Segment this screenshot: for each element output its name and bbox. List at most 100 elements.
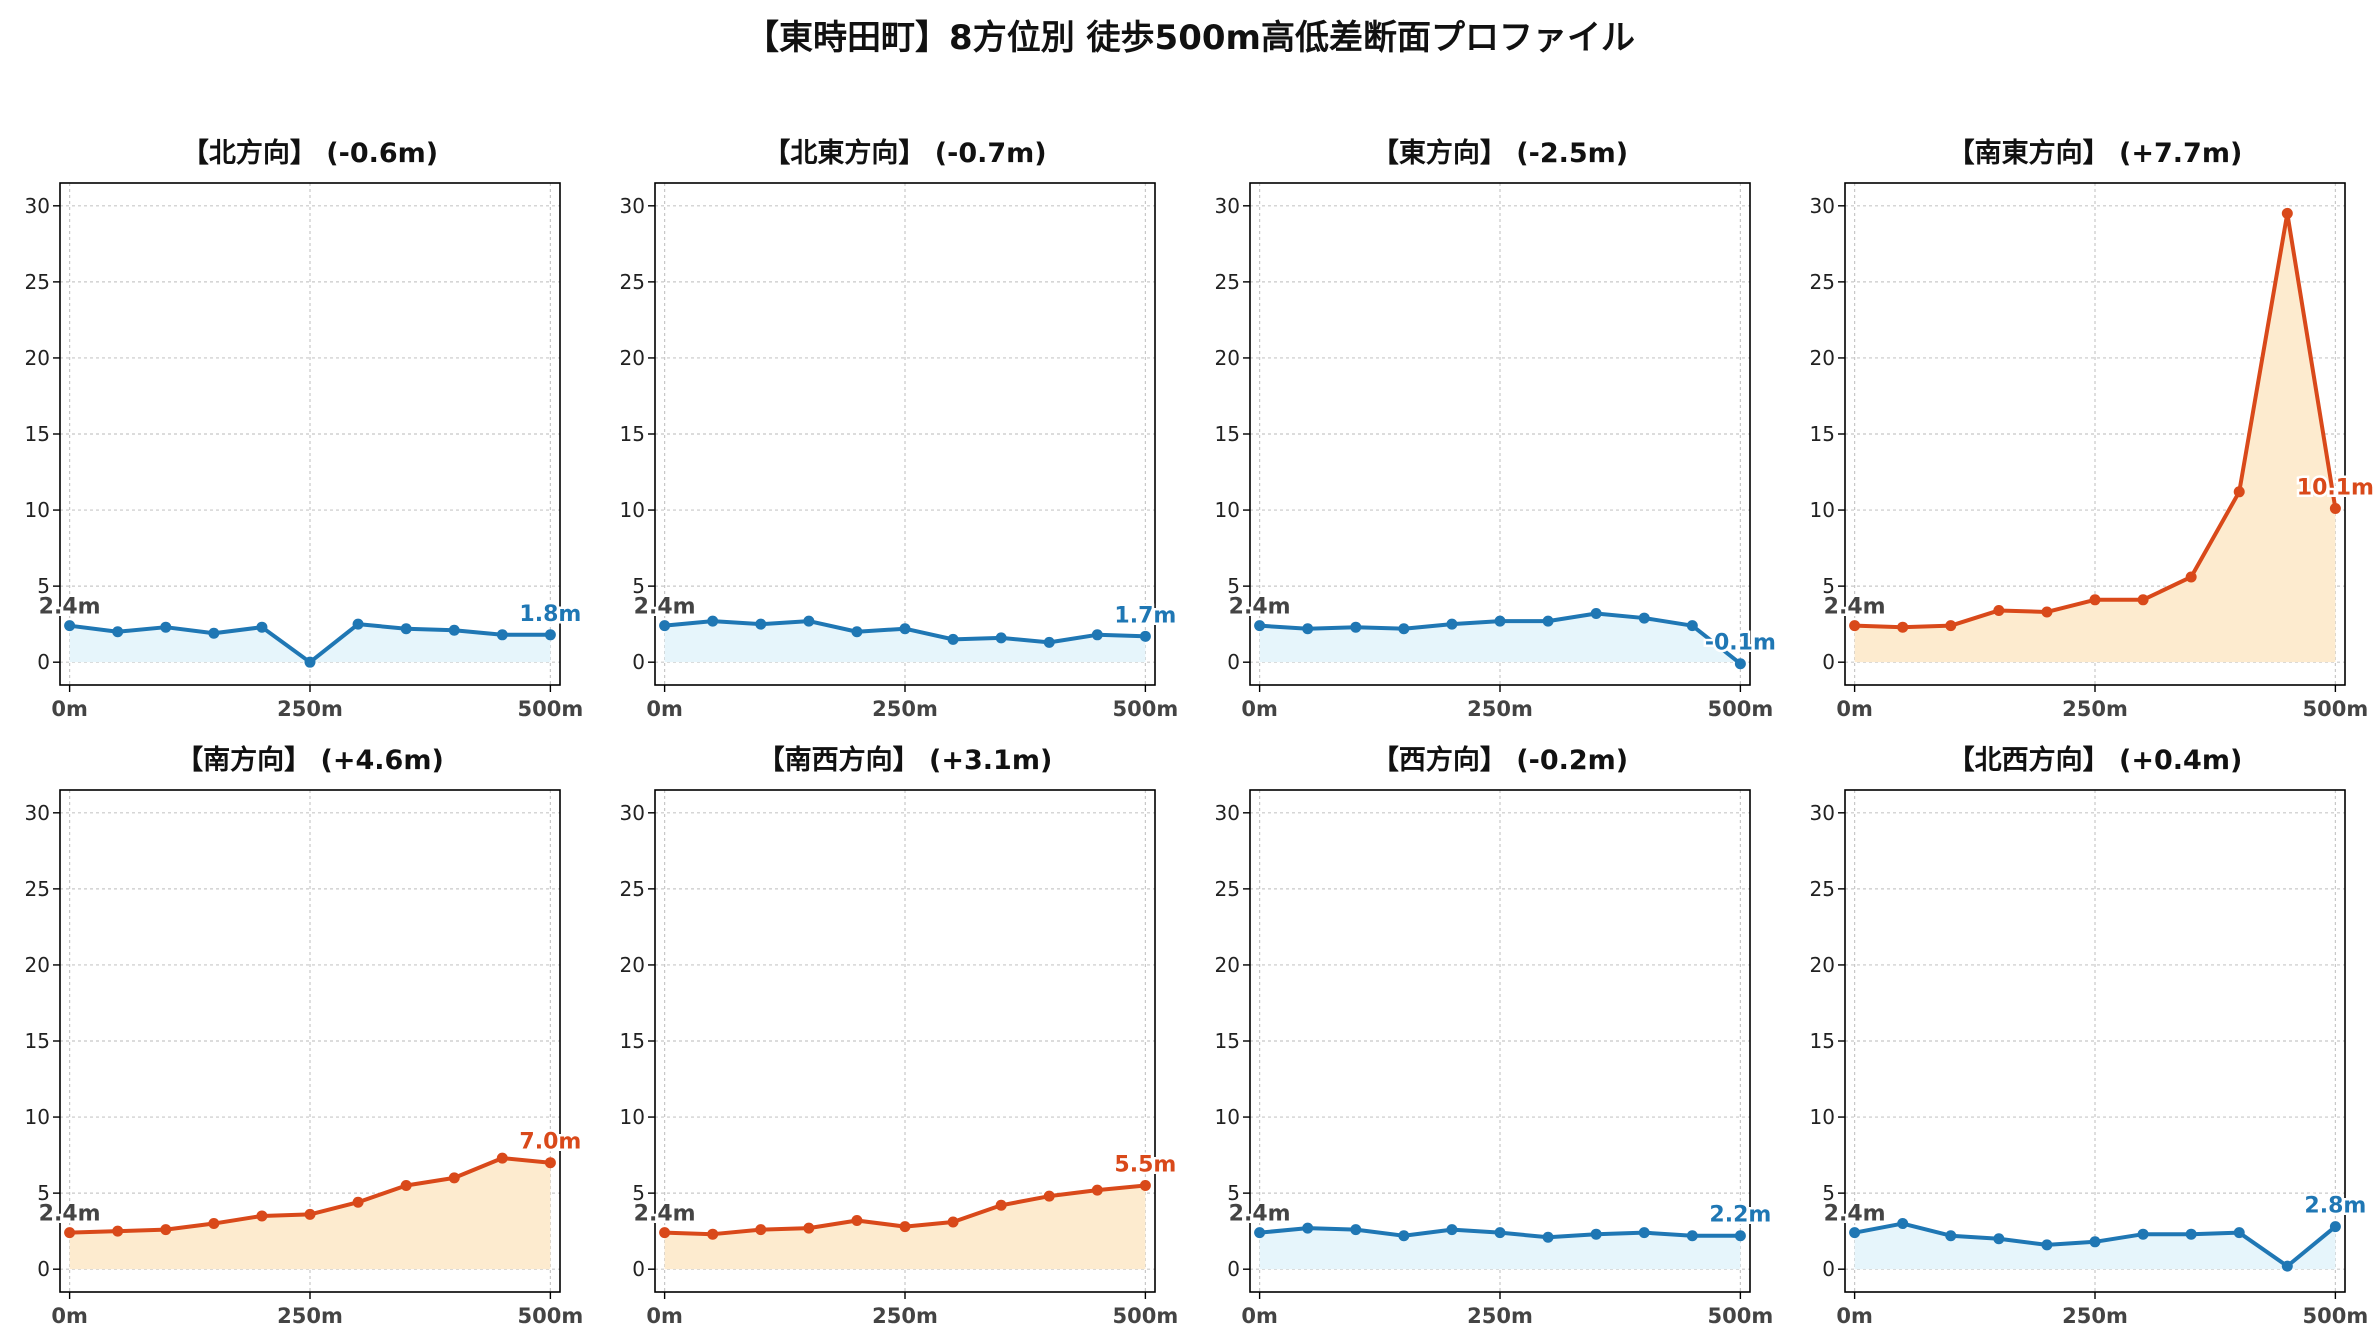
data-point [851, 626, 863, 638]
data-point [1542, 1231, 1554, 1243]
data-point [160, 621, 172, 633]
data-point [544, 1157, 556, 1169]
y-tick-label: 0 [1227, 1257, 1240, 1281]
x-tick-label: 250m [277, 697, 343, 721]
series-area [664, 621, 1146, 663]
data-point [995, 632, 1007, 644]
y-tick-label: 20 [620, 346, 645, 370]
data-point [947, 1216, 959, 1228]
x-tick-label: 0m [51, 697, 88, 721]
y-tick-label: 5 [1227, 1181, 1240, 1205]
data-point [1638, 612, 1650, 624]
subplot-5: 【南西方向】 (+3.1m) 0 5 10 15 20 25 30 0m 250m 500m 2.4m… [620, 744, 1179, 1328]
data-point [448, 624, 460, 636]
data-point [1494, 1227, 1506, 1239]
x-tick-label: 250m [1467, 697, 1533, 721]
y-tick-label: 20 [25, 346, 50, 370]
y-tick-label: 0 [37, 650, 50, 674]
y-tick-label: 10 [1215, 498, 1240, 522]
x-tick-label: 0m [646, 1304, 683, 1328]
subplot-2: 【東方向】 (-2.5m) 0 5 10 15 20 25 30 0m 250m 500m 2.4m -… [1215, 137, 1779, 721]
subplot-title: 【南西方向】 (+3.1m) [758, 744, 1053, 776]
y-tick-label: 25 [1215, 877, 1240, 901]
y-tick-label: 25 [1810, 877, 1835, 901]
y-tick-label: 15 [1810, 422, 1835, 446]
subplot-6: 【西方向】 (-0.2m) 0 5 10 15 20 25 30 0m 250m 500m 2.4m 2… [1215, 744, 1774, 1328]
y-tick-label: 20 [1215, 953, 1240, 977]
data-point [2041, 606, 2053, 618]
data-point [1542, 615, 1554, 627]
data-point [1350, 1224, 1362, 1236]
data-point [1446, 1224, 1458, 1236]
data-point [496, 1152, 508, 1164]
y-tick-label: 5 [37, 1181, 50, 1205]
data-point [544, 629, 556, 641]
data-point [851, 1215, 863, 1227]
x-tick-label: 500m [1708, 697, 1774, 721]
series-area [1259, 1228, 1741, 1270]
y-tick-label: 30 [25, 801, 50, 825]
data-point [1686, 620, 1698, 632]
y-tick-label: 25 [620, 877, 645, 901]
data-point [659, 1227, 671, 1239]
subplot-title: 【南東方向】 (+7.7m) [1948, 137, 2243, 169]
y-tick-label: 15 [620, 422, 645, 446]
data-point [2329, 503, 2341, 515]
subplot-title: 【北方向】 (-0.6m) [182, 137, 438, 169]
subplot-title: 【北東方向】 (-0.7m) [763, 137, 1046, 169]
end-value-label: 7.0m [519, 1130, 581, 1155]
data-point [2233, 486, 2245, 498]
y-tick-label: 10 [620, 498, 645, 522]
end-value-label: 5.5m [1114, 1153, 1176, 1178]
data-point [1638, 1227, 1650, 1239]
y-tick-label: 10 [25, 498, 50, 522]
data-point [659, 620, 671, 632]
y-tick-label: 30 [25, 194, 50, 218]
subplot-4: 【南方向】 (+4.6m) 0 5 10 15 20 25 30 0m 250m 500m 2.4m 7… [25, 744, 584, 1328]
data-point [1734, 658, 1746, 670]
y-tick-label: 30 [620, 194, 645, 218]
data-point [1302, 623, 1314, 635]
x-tick-label: 500m [518, 1304, 584, 1328]
y-tick-label: 15 [620, 1029, 645, 1053]
y-tick-label: 25 [25, 877, 50, 901]
x-tick-label: 0m [1836, 1304, 1873, 1328]
data-point [2281, 1260, 2293, 1272]
x-tick-label: 0m [1241, 1304, 1278, 1328]
series-area [69, 1158, 551, 1270]
data-point [2089, 1236, 2101, 1248]
y-tick-label: 0 [632, 650, 645, 674]
y-tick-label: 5 [37, 574, 50, 598]
data-point [448, 1172, 460, 1184]
subplot-title: 【西方向】 (-0.2m) [1372, 744, 1628, 776]
y-tick-label: 15 [1215, 422, 1240, 446]
data-point [1254, 620, 1266, 632]
data-point [2041, 1239, 2053, 1251]
data-point [208, 627, 220, 639]
x-tick-label: 500m [1113, 1304, 1179, 1328]
data-point [803, 1222, 815, 1234]
x-tick-label: 250m [872, 697, 938, 721]
y-tick-label: 5 [1822, 1181, 1835, 1205]
y-tick-label: 0 [1822, 1257, 1835, 1281]
data-point [1945, 620, 1957, 632]
y-tick-label: 0 [37, 1257, 50, 1281]
y-tick-label: 25 [620, 270, 645, 294]
data-point [64, 1227, 76, 1239]
y-tick-label: 20 [25, 953, 50, 977]
y-tick-label: 15 [1215, 1029, 1240, 1053]
data-point [1686, 1230, 1698, 1242]
end-value-label: -0.1m [1705, 631, 1776, 656]
y-tick-label: 15 [25, 422, 50, 446]
y-tick-label: 20 [1215, 346, 1240, 370]
data-point [1398, 623, 1410, 635]
x-tick-label: 500m [1113, 697, 1179, 721]
x-tick-label: 500m [1708, 1304, 1774, 1328]
subplot-3: 【南東方向】 (+7.7m) 0 5 10 15 20 25 30 0m 250m 500m 2.4m… [1810, 137, 2377, 721]
data-point [304, 1208, 316, 1220]
data-point [755, 1224, 767, 1236]
subplot-title: 【南方向】 (+4.6m) [176, 744, 444, 776]
data-point [1254, 1227, 1266, 1239]
y-tick-label: 25 [25, 270, 50, 294]
